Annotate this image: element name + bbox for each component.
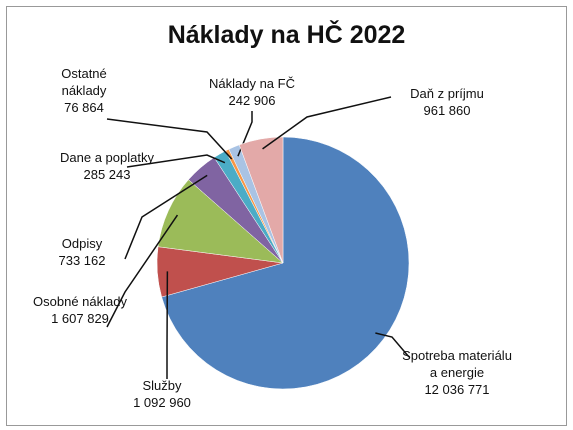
data-label: Osobné náklady 1 607 829	[25, 293, 135, 327]
value-label: 1 607 829	[51, 311, 109, 326]
category-label: Ostatné náklady	[61, 66, 107, 98]
data-label: Náklady na FČ 242 906	[197, 75, 307, 109]
chart: Náklady na HČ 2022 Spotreba materiálu a …	[6, 6, 567, 426]
category-label: Dane a poplatky	[60, 150, 154, 165]
data-label: Spotreba materiálu a energie 12 036 771	[402, 347, 512, 398]
data-label: Odpisy 733 162	[37, 235, 127, 269]
category-label: Daň z príjmu	[410, 86, 484, 101]
value-label: 12 036 771	[424, 382, 490, 397]
pie-area	[106, 96, 410, 390]
category-label: Osobné náklady	[33, 294, 127, 309]
value-label: 961 860	[423, 103, 471, 118]
pie-slice	[161, 136, 410, 390]
leader-line	[262, 96, 392, 150]
data-label: Dane a poplatky 285 243	[57, 149, 157, 183]
value-label: 285 243	[83, 167, 131, 182]
chart-title: Náklady na HČ 2022	[167, 21, 406, 49]
data-label: Ostatné náklady 76 864	[39, 65, 129, 116]
data-label: Služby 1 092 960	[117, 377, 207, 411]
value-label: 1 092 960	[133, 395, 191, 410]
leader-line	[375, 332, 410, 358]
leader-line	[124, 174, 208, 260]
category-label: Spotreba materiálu a energie	[402, 348, 512, 380]
value-label: 242 906	[228, 93, 276, 108]
leader-line	[106, 118, 233, 160]
value-label: 733 162	[58, 253, 106, 268]
category-label: Odpisy	[61, 236, 103, 251]
category-label: Náklady na FČ	[209, 76, 295, 91]
leader-line	[126, 154, 226, 168]
category-label: Služby	[142, 378, 182, 393]
leader-line	[106, 214, 179, 328]
pie-slice	[238, 136, 284, 264]
data-label: Daň z príjmu 961 860	[392, 85, 502, 119]
value-label: 76 864	[64, 100, 104, 115]
